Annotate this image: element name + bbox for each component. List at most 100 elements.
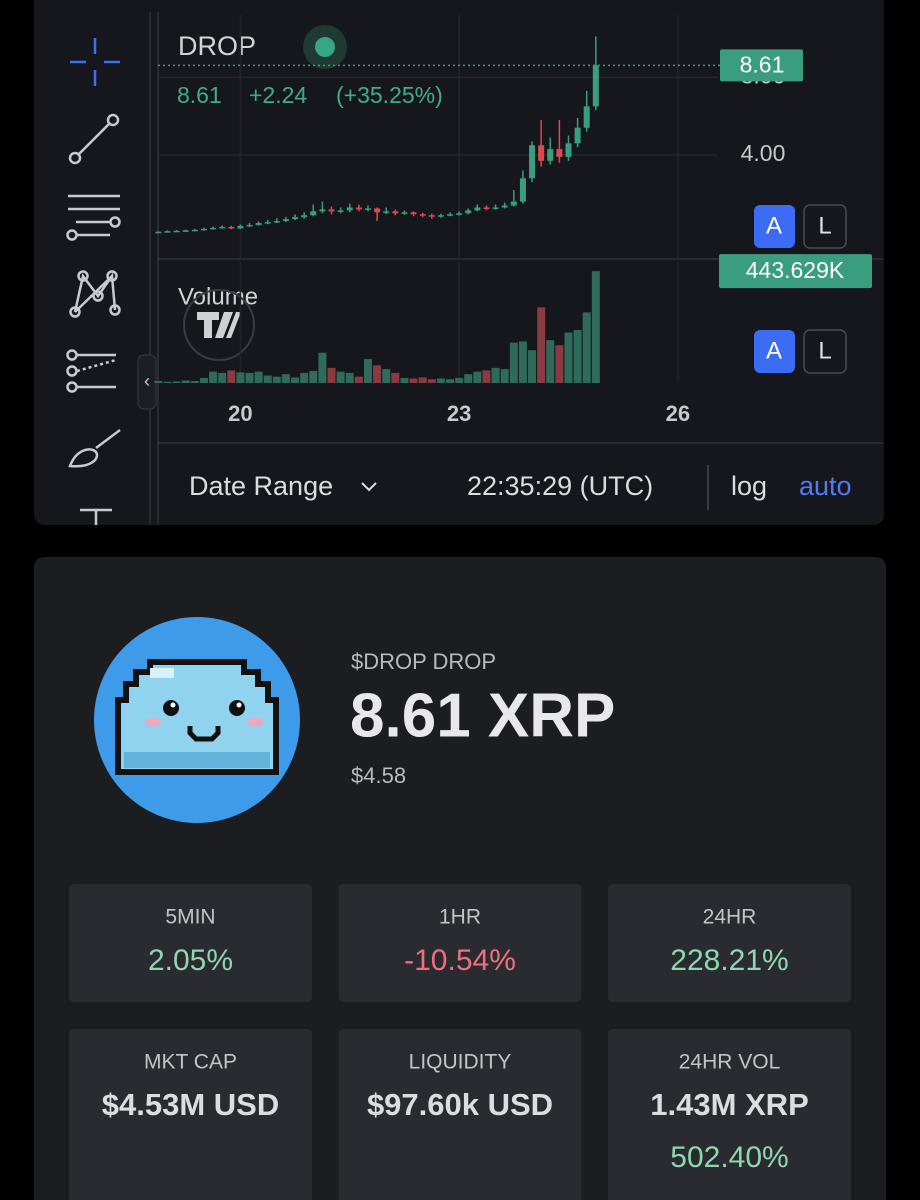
volume-bar (336, 371, 345, 383)
volume-bar (555, 345, 564, 383)
candle-body (519, 178, 526, 202)
drawing-tools (66, 38, 121, 525)
legend-price: 8.61 (177, 82, 222, 108)
volume-bar (373, 365, 382, 383)
candle-body (182, 230, 189, 232)
candle-body (383, 211, 390, 213)
candle-body (474, 207, 481, 211)
stat-value: $4.53M USD (102, 1087, 279, 1122)
volume-auto-label: A (766, 337, 782, 364)
candle-body (392, 211, 399, 214)
volume-bar (582, 312, 591, 383)
candle-body (556, 149, 563, 157)
volume-bar (482, 370, 491, 383)
stat-box (338, 1029, 582, 1200)
candle-body (374, 208, 381, 213)
candle-body (237, 225, 244, 229)
last-volume-box (719, 254, 872, 289)
candle-body (483, 207, 490, 210)
volume-bar (199, 377, 208, 383)
auto-toggle[interactable]: auto (799, 471, 852, 501)
volume-bar (327, 367, 336, 383)
volume-bar (573, 330, 582, 383)
volume-bar (491, 367, 500, 383)
volume-bar (518, 341, 527, 383)
token-symbol: $DROP DROP (351, 649, 496, 674)
stat-value: 228.21% (670, 944, 788, 977)
stat-box (608, 884, 851, 1002)
candle-body (456, 213, 463, 215)
stat-label: 24HR (703, 906, 757, 929)
candle-body (583, 106, 590, 128)
projection-tool[interactable] (66, 349, 117, 393)
candle-body (173, 230, 180, 233)
volume-log-button[interactable] (803, 329, 847, 374)
slime-icon (115, 659, 279, 775)
volume-bar (154, 380, 163, 383)
stat-label: 5MIN (165, 906, 215, 929)
x-tick-label: 23 (447, 401, 471, 426)
status-dot (315, 37, 335, 57)
candle-body (410, 212, 417, 215)
date-range-button[interactable]: Date Range (189, 471, 333, 501)
candle-body (447, 214, 454, 216)
candle-body (255, 223, 262, 225)
volume-bar (245, 372, 254, 383)
candle-body (419, 214, 426, 216)
fib-tool[interactable] (66, 194, 121, 241)
legend-change: +2.24 (249, 82, 307, 108)
stat-label: LIQUIDITY (409, 1051, 512, 1074)
token-usd: $4.58 (351, 763, 406, 788)
candle-body (529, 145, 536, 179)
volume-bar (318, 352, 327, 383)
candle-body (401, 212, 408, 214)
volume-bar (446, 379, 455, 383)
volume-bar (509, 342, 518, 383)
clock: 22:35:29 (UTC) (467, 471, 653, 501)
collapse-icon: ‹ (144, 371, 150, 391)
volume-title: Volume (178, 283, 258, 310)
candle-body (191, 229, 198, 232)
volume-bar (209, 371, 218, 383)
log-scale-button[interactable] (803, 204, 847, 249)
date-range-chevron (361, 482, 377, 492)
last-price-box (720, 49, 803, 82)
x-tick-label: 20 (228, 401, 252, 426)
candle-body (538, 145, 545, 161)
candle-body (501, 205, 508, 208)
x-tick-label: 26 (666, 401, 690, 426)
volume-bar (464, 374, 473, 383)
volume-bar (263, 375, 272, 383)
candle-body (337, 210, 344, 212)
volume-bar (354, 376, 363, 383)
crosshair-tool[interactable] (70, 38, 120, 86)
volume-bar (291, 377, 300, 383)
candle-body (273, 221, 280, 223)
candle-body (364, 208, 371, 210)
volume-bar (309, 370, 318, 383)
volume-bar (400, 377, 409, 383)
legend-change-pct: (+35.25%) (336, 82, 443, 108)
volume-bar (227, 370, 236, 383)
brush-tool[interactable] (68, 429, 121, 468)
last-volume-label: 443.629K (746, 257, 845, 283)
volume-bar (473, 371, 482, 383)
log-toggle[interactable]: log (731, 471, 767, 501)
stat-change: 502.40% (670, 1141, 788, 1174)
volume-bar (363, 359, 372, 383)
volume-bar (455, 377, 464, 383)
volume-bar (564, 332, 573, 383)
auto-scale-button[interactable] (754, 205, 795, 248)
pattern-tool[interactable] (69, 270, 121, 318)
last-price-label: 8.61 (740, 51, 785, 77)
candle-body (355, 207, 362, 210)
stat-box (69, 1029, 312, 1200)
candle-body (547, 149, 554, 161)
trendline-tool[interactable] (68, 113, 120, 165)
text-tool[interactable] (80, 508, 112, 525)
volume-auto-button[interactable] (754, 330, 795, 373)
y-tick-label: 4.00 (741, 140, 786, 166)
candle-body (246, 224, 253, 227)
candle-body (437, 215, 444, 217)
